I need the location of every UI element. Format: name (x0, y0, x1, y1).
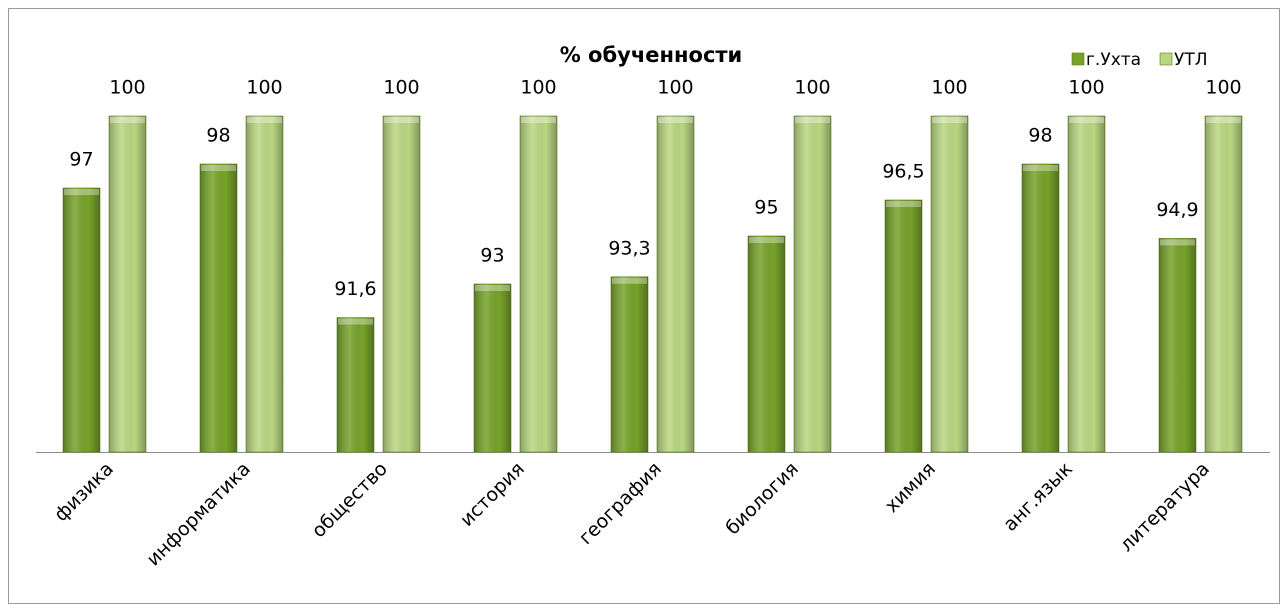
legend-swatch (1159, 52, 1173, 66)
bar-cap (247, 117, 282, 123)
bar (1204, 115, 1243, 453)
bar (62, 187, 101, 453)
data-label: 100 (931, 77, 967, 99)
bar (930, 115, 969, 453)
bar-cap (338, 318, 373, 325)
bar (656, 115, 695, 453)
data-label: 93 (480, 245, 504, 267)
data-label: 100 (1205, 77, 1241, 99)
data-label: 98 (206, 125, 230, 147)
data-label: 93,3 (608, 237, 650, 259)
data-label: 96,5 (882, 161, 924, 183)
bar-cap (749, 237, 784, 243)
data-label: 95 (754, 197, 778, 219)
bar-cap (612, 277, 647, 284)
bar (473, 283, 512, 453)
bar (382, 115, 421, 453)
bar-cap (1023, 165, 1058, 171)
bar-cap (384, 117, 419, 123)
bar (108, 115, 147, 453)
bar-cap (64, 189, 99, 195)
legend-label: г.Ухта (1086, 50, 1141, 70)
chart-title: % обученности (560, 43, 743, 67)
data-label: 97 (69, 149, 93, 171)
data-label: 100 (794, 77, 830, 99)
bar (610, 276, 649, 453)
bar-cap (658, 117, 693, 123)
bar-cap (1160, 239, 1195, 246)
bar (1158, 238, 1197, 453)
legend-label: УТЛ (1174, 50, 1208, 70)
bar-cap (1206, 117, 1241, 123)
data-label: 100 (1068, 77, 1104, 99)
bar (519, 115, 558, 453)
data-label: 100 (246, 77, 282, 99)
bar-cap (521, 117, 556, 123)
data-label: 100 (383, 77, 419, 99)
data-label: 94,9 (1156, 199, 1198, 221)
data-label: 100 (520, 77, 556, 99)
bar-cap (886, 201, 921, 207)
legend-swatch (1071, 52, 1085, 66)
bar-cap (932, 117, 967, 123)
data-label: 98 (1028, 125, 1052, 147)
data-label: 100 (109, 77, 145, 99)
bar (245, 115, 284, 453)
bar-cap (475, 285, 510, 291)
bar (336, 317, 375, 453)
bar (793, 115, 832, 453)
data-label: 100 (657, 77, 693, 99)
bar (199, 163, 238, 453)
bar (1021, 163, 1060, 453)
bar (884, 199, 923, 453)
bar (747, 235, 786, 453)
bar-cap (795, 117, 830, 123)
bar-cap (201, 165, 236, 171)
bar-cap (110, 117, 145, 123)
bar-cap (1069, 117, 1104, 123)
data-label: 91,6 (334, 278, 376, 300)
bar (1067, 115, 1106, 453)
